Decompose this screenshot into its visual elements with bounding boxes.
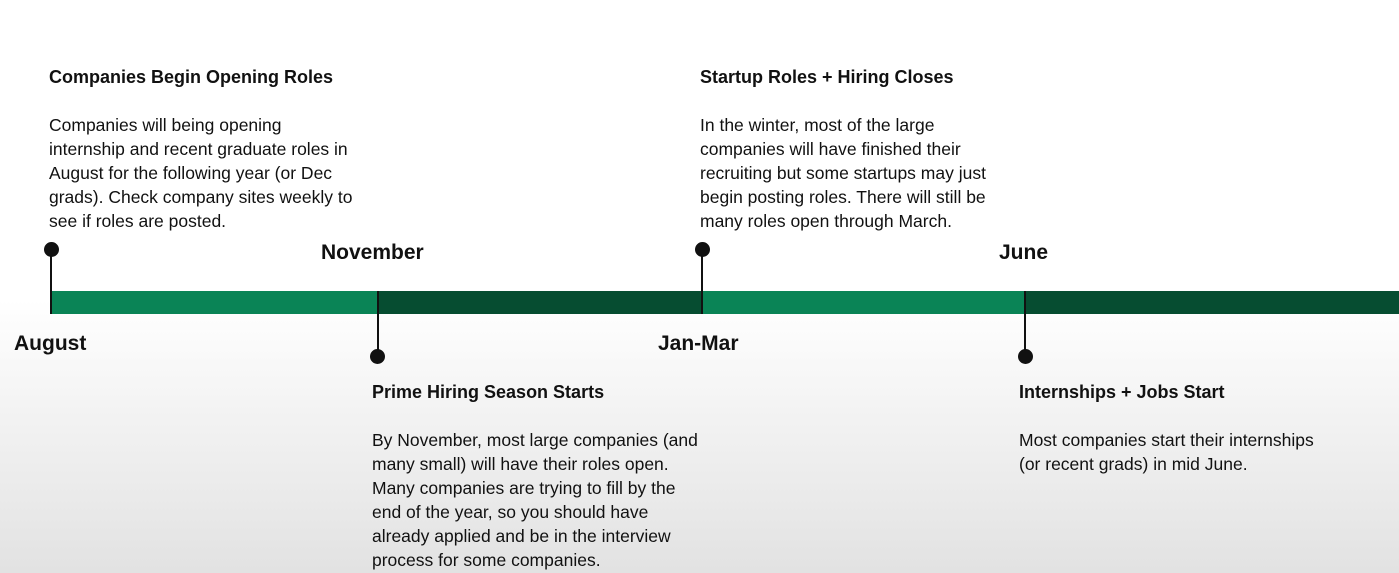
marker-stem-august	[50, 250, 52, 314]
month-label-jan-mar: Jan-Mar	[658, 332, 739, 355]
month-label-november: November	[321, 241, 424, 264]
event-description-line: begin posting roles. There will still be	[700, 187, 986, 207]
timeline-segment-august	[50, 291, 378, 314]
event-title: Internships + Jobs Start	[1019, 382, 1225, 402]
event-description: Companies will being opening internship …	[49, 113, 352, 233]
marker-dot-june	[1018, 349, 1033, 364]
event-description-line: end of the year, so you should have	[372, 502, 649, 522]
marker-dot-november	[370, 349, 385, 364]
event-companies-begin-opening-roles: Companies Begin Opening Roles Companies …	[49, 66, 352, 233]
event-description-line: already applied and be in the interview	[372, 526, 671, 546]
month-label-august: August	[14, 332, 87, 355]
event-description-line: By November, most large companies (and	[372, 430, 698, 450]
timeline-segment-june	[1025, 291, 1399, 314]
event-title: Companies Begin Opening Roles	[49, 67, 334, 87]
marker-stem-june	[1024, 291, 1026, 357]
timeline-segment-jan-mar	[702, 291, 1025, 314]
event-description: Most companies start their internships (…	[1019, 428, 1314, 476]
event-title: Startup Roles + Hiring Closes	[700, 67, 954, 87]
event-description-line: process for some companies.	[372, 550, 601, 570]
event-prime-hiring-season-starts: Prime Hiring Season Starts By November, …	[372, 381, 698, 572]
event-description-line: companies will have finished their	[700, 139, 961, 159]
event-description-line: see if roles are posted.	[49, 211, 227, 231]
event-description-line: In the winter, most of the large	[700, 115, 935, 135]
event-internships-jobs-start: Internships + Jobs Start Most companies …	[1019, 381, 1314, 476]
event-description: In the winter, most of the large compani…	[700, 113, 986, 233]
event-description-line: many roles open through March.	[700, 211, 952, 231]
event-startup-roles-hiring-closes: Startup Roles + Hiring Closes In the win…	[700, 66, 986, 233]
event-title: Prime Hiring Season Starts	[372, 382, 605, 402]
event-description-line: grads). Check company sites weekly to	[49, 187, 353, 207]
marker-dot-jan-mar	[695, 242, 710, 257]
event-description-line: (or recent grads) in mid June.	[1019, 454, 1248, 474]
event-description-line: Many companies are trying to fill by the	[372, 478, 676, 498]
event-description-line: recruiting but some startups may just	[700, 163, 986, 183]
event-description-line: internship and recent graduate roles in	[49, 139, 348, 159]
marker-stem-november	[377, 291, 379, 357]
marker-stem-jan-mar	[701, 250, 703, 314]
timeline-bar	[50, 291, 1399, 314]
event-description-line: Most companies start their internships	[1019, 430, 1314, 450]
event-description-line: many small) will have their roles open.	[372, 454, 669, 474]
event-description-line: Companies will being opening	[49, 115, 282, 135]
marker-dot-august	[44, 242, 59, 257]
event-description: By November, most large companies (and m…	[372, 428, 698, 572]
event-description-line: August for the following year (or Dec	[49, 163, 333, 183]
timeline-segment-november	[378, 291, 702, 314]
month-label-june: June	[999, 241, 1049, 264]
